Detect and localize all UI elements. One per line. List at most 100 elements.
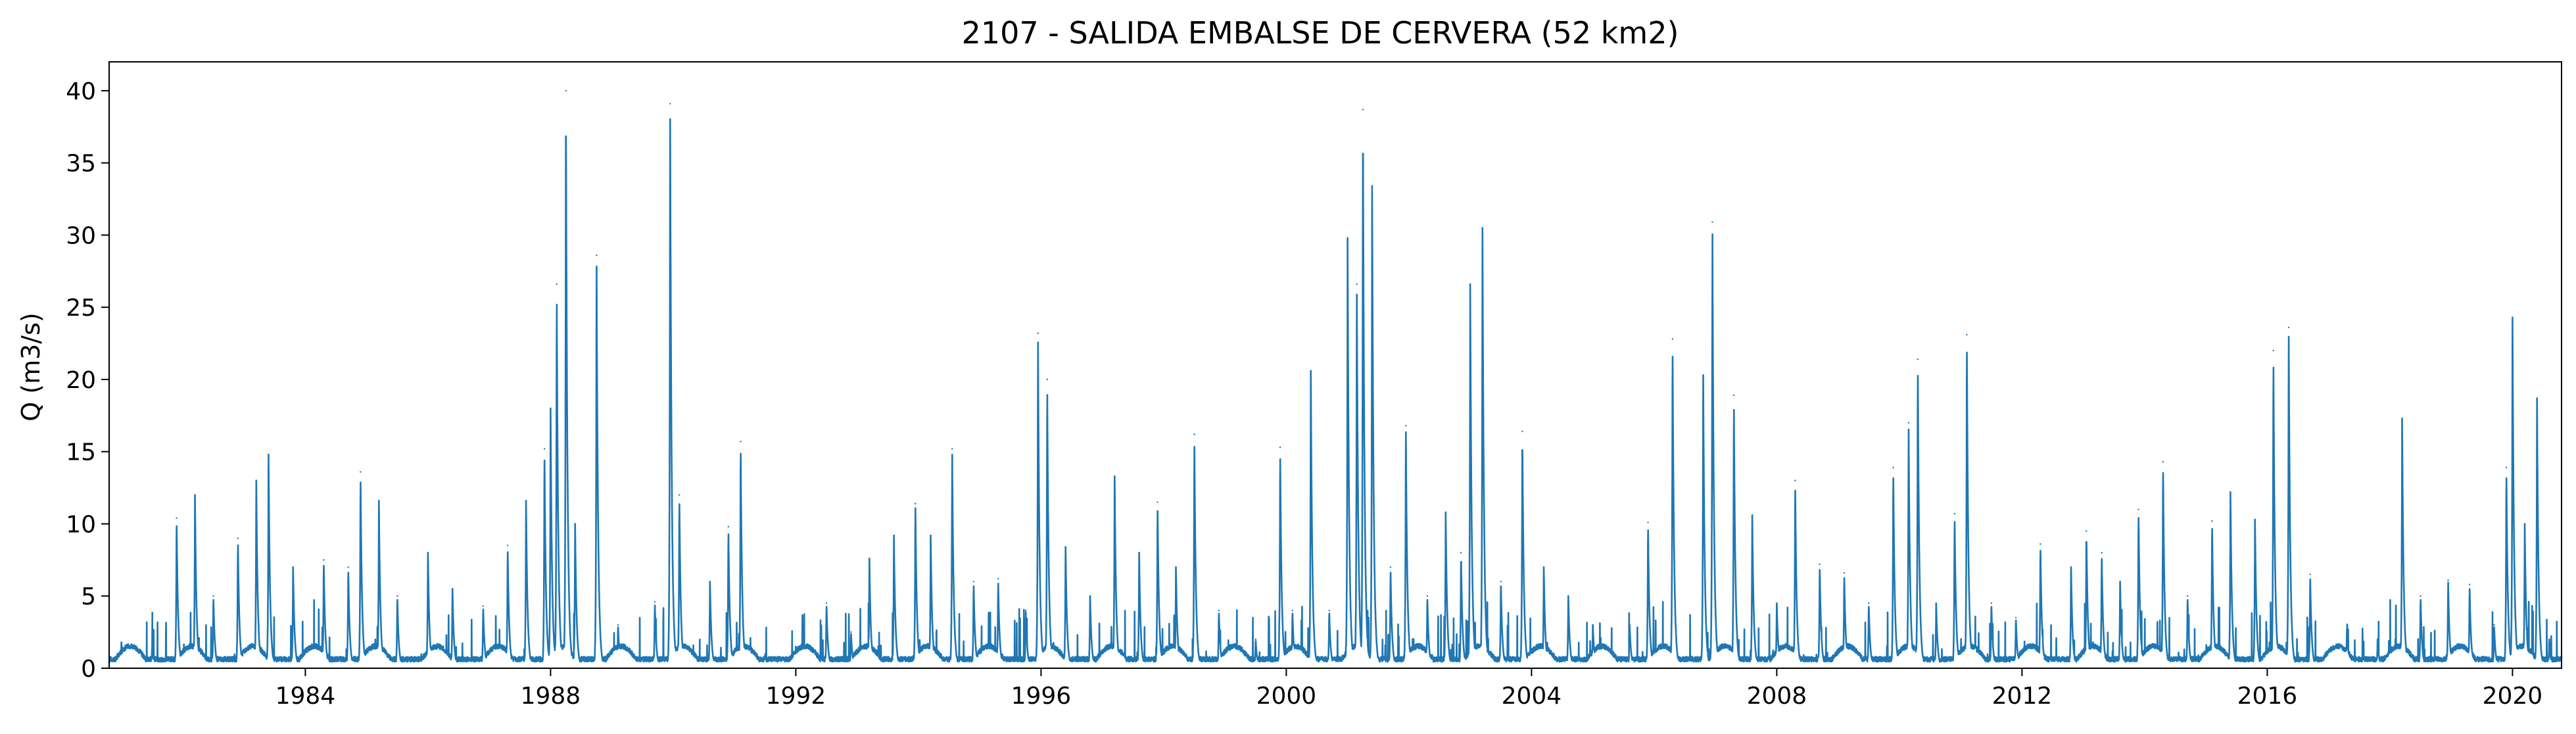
peak-point [1218, 609, 1220, 612]
peak-point [1868, 602, 1870, 604]
peak-point [1371, 185, 1373, 187]
peak-point [1990, 602, 1992, 604]
series-group [108, 89, 2563, 663]
x-tick-label: 1992 [766, 683, 826, 710]
peak-point [1521, 430, 1523, 433]
peak-point [1776, 602, 1778, 604]
x-tick-label: 1996 [1011, 683, 1072, 710]
peak-point [1426, 595, 1429, 597]
peak-point [194, 494, 196, 496]
peak-point [764, 652, 766, 655]
peak-point [1157, 501, 1158, 503]
peak-point [1966, 333, 1968, 336]
peak-point [1469, 283, 1471, 285]
peak-point [596, 254, 598, 257]
peak-point [1460, 552, 1462, 554]
x-tick-label: 2012 [1992, 683, 2053, 710]
peak-point [2346, 624, 2348, 626]
plot-area [108, 61, 2563, 669]
peak-point [2186, 595, 2189, 597]
peak-point [2505, 466, 2508, 469]
peak-point [617, 624, 619, 626]
x-tick-label: 1984 [275, 683, 336, 710]
y-axis: 0 5 10 15 20 25 30 35 40 [66, 78, 109, 683]
peak-point [427, 552, 429, 554]
peak-point [1567, 595, 1569, 597]
peak-point [212, 595, 214, 597]
peak-point [669, 103, 671, 105]
peak-point [574, 523, 576, 525]
peak-point [2230, 491, 2231, 493]
peak-point [292, 566, 294, 568]
peak-point [1702, 374, 1704, 376]
peak-point [1907, 422, 1910, 424]
peak-point [378, 500, 380, 502]
peak-point [1843, 572, 1846, 574]
peak-point [151, 645, 153, 648]
peak-point [452, 588, 454, 590]
peak-point [2039, 543, 2041, 545]
peak-point [1362, 109, 1364, 110]
peak-point [2512, 316, 2514, 318]
y-tick-label: 15 [66, 439, 96, 466]
peak-point [2162, 460, 2164, 463]
peak-point [2086, 530, 2087, 532]
peak-point [1254, 638, 1256, 641]
peak-point [1935, 602, 1938, 604]
peak-point [1953, 512, 1956, 515]
peak-point [1481, 227, 1483, 229]
peak-point [1444, 511, 1447, 514]
y-axis-label: Q (m3/s) [16, 312, 45, 421]
peak-point [1542, 566, 1545, 568]
peak-point [869, 557, 871, 560]
peak-point [2287, 326, 2290, 329]
peak-point [930, 534, 932, 537]
x-tick-label: 2008 [1747, 683, 1807, 710]
peak-point [268, 453, 270, 456]
peak-point [120, 641, 122, 643]
peak-point [2468, 583, 2471, 585]
peak-point [2420, 595, 2421, 597]
y-tick-label: 25 [66, 295, 96, 322]
x-tick-label: 2020 [2483, 683, 2543, 710]
peak-point [2137, 508, 2139, 510]
peak-point [2015, 616, 2017, 619]
peak-point [2401, 418, 2403, 420]
x-axis: 1984 1988 1992 1996 2000 2004 2008 2012 2016 2020 [275, 668, 2543, 710]
x-tick-label: 1988 [521, 683, 581, 710]
peak-point [2070, 566, 2072, 568]
peak-point [255, 479, 257, 481]
peak-point [850, 631, 852, 633]
peak-point [2211, 520, 2213, 522]
peak-point [1647, 522, 1649, 524]
peak-point [709, 581, 711, 583]
peak-point [482, 605, 485, 607]
peak-point [1064, 546, 1066, 548]
peak-point [1592, 624, 1594, 626]
chart-title: 2107 - SALIDA EMBALSE DE CERVERA (52 km2… [962, 15, 1679, 51]
peak-point [506, 545, 509, 547]
plot-frame [108, 61, 2562, 669]
peak-point [1328, 609, 1330, 612]
peak-point [1291, 609, 1293, 612]
peak-point [1138, 552, 1140, 554]
peak-point [2272, 349, 2274, 352]
peak-point [951, 448, 953, 450]
peak-point [2254, 518, 2256, 521]
peak-point [654, 600, 656, 603]
x-tick-label: 2016 [2237, 683, 2298, 710]
peak-point [740, 441, 742, 443]
peak-point [543, 448, 546, 450]
peak-point [1389, 566, 1392, 568]
peak-point [679, 494, 680, 496]
peak-point [347, 566, 349, 568]
peak-point [1794, 479, 1796, 481]
peak-point [2493, 624, 2495, 626]
peak-point [1405, 425, 1407, 427]
peak-point [396, 595, 398, 597]
y-tick-label: 35 [66, 151, 96, 178]
peak-point [795, 645, 797, 648]
peak-point [1356, 283, 1358, 285]
peak-point [2101, 552, 2103, 554]
